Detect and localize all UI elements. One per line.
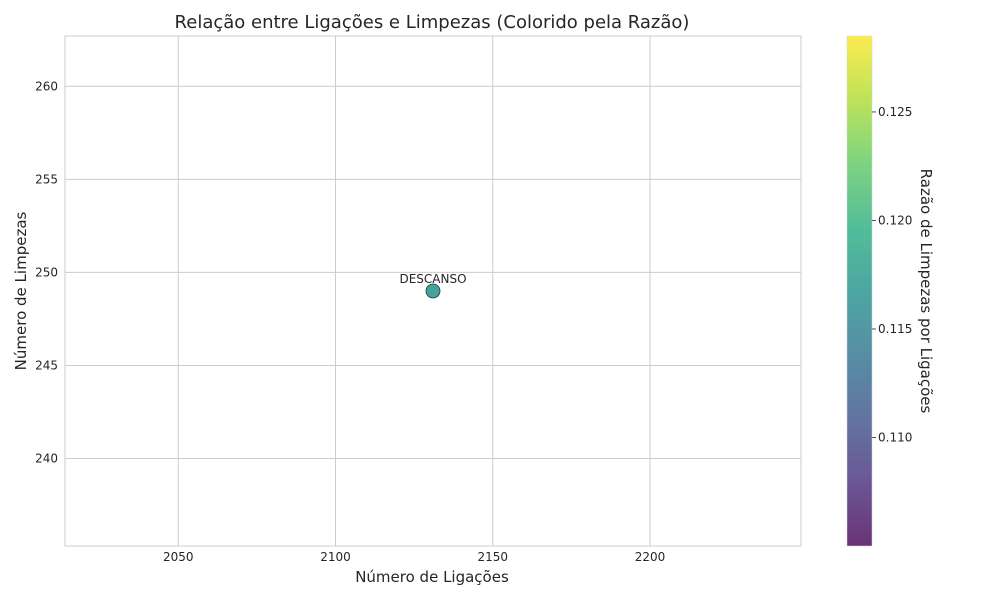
colorbar-gradient xyxy=(846,35,873,547)
colorbar-tick-label: 0.125 xyxy=(878,105,912,119)
y-tick-label: 250 xyxy=(35,265,58,279)
y-tick-label: 245 xyxy=(35,358,58,372)
colorbar-tick-label: 0.110 xyxy=(878,430,912,444)
data-point xyxy=(425,283,441,299)
point-label: DESCANSO xyxy=(399,272,466,286)
x-tick-label: 2100 xyxy=(320,550,351,564)
chart-title: Relação entre Ligações e Limpezas (Color… xyxy=(175,12,690,33)
colorbar-title: Razão de Limpezas por Ligações xyxy=(917,169,935,414)
data-points: DESCANSO xyxy=(399,272,467,299)
x-tick-label: 2150 xyxy=(477,550,508,564)
y-tick-label: 260 xyxy=(35,79,58,93)
x-axis-title: Número de Ligações xyxy=(355,568,509,586)
x-tick-label: 2050 xyxy=(163,550,194,564)
colorbar-tick-labels: 0.110 0.115 0.120 0.125 xyxy=(872,105,912,444)
plot-area: 2050 2100 2150 2200 240 245 250 255 260 DESCANS… xyxy=(35,35,802,564)
colorbar-tick-label: 0.115 xyxy=(878,322,912,336)
colorbar: 0.110 0.115 0.120 0.125 Razão de Limpezas p… xyxy=(846,35,935,547)
y-tick-label: 240 xyxy=(35,452,58,466)
x-gridlines xyxy=(177,36,651,546)
y-tick-labels: 240 245 250 255 260 xyxy=(35,79,58,465)
y-tick-label: 255 xyxy=(35,172,58,186)
x-tick-labels: 2050 2100 2150 2200 xyxy=(163,550,665,564)
colorbar-tick-label: 0.120 xyxy=(878,213,912,227)
y-axis-title: Número de Limpezas xyxy=(12,212,30,371)
x-tick-label: 2200 xyxy=(635,550,666,564)
y-gridlines xyxy=(65,85,801,460)
